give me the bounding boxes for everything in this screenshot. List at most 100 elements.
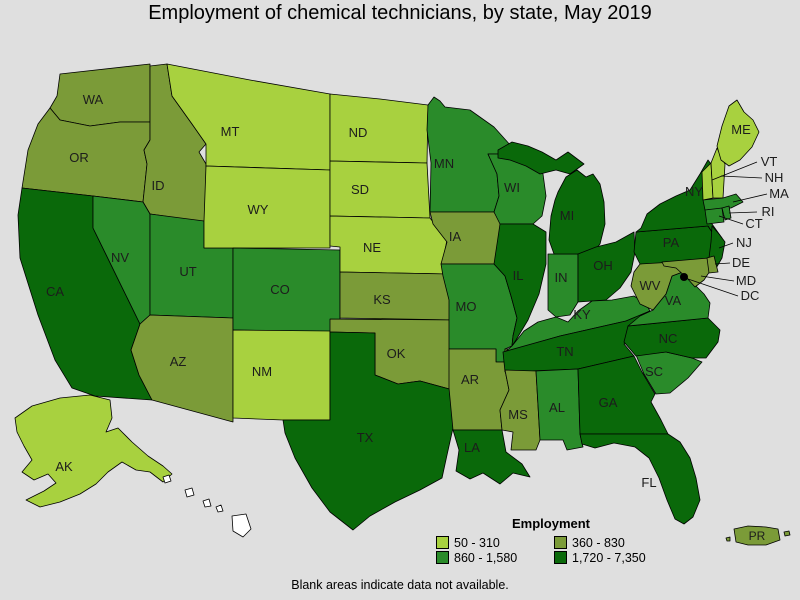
state-label-wi: WI xyxy=(504,180,520,195)
state-mi-upper[interactable] xyxy=(497,141,585,175)
leader-line-nh xyxy=(720,175,763,179)
state-label-al: AL xyxy=(549,400,565,415)
leader-line-md xyxy=(700,275,735,282)
state-label-mi: MI xyxy=(560,208,574,223)
leader-line-nj xyxy=(718,242,734,249)
state-label-il: IL xyxy=(513,268,524,283)
state-ks[interactable] xyxy=(339,271,457,321)
state-la[interactable] xyxy=(452,429,531,485)
legend-swatch-class-1 xyxy=(436,536,449,549)
state-hi[interactable] xyxy=(231,513,252,538)
state-label-sd: SD xyxy=(351,182,369,197)
state-sd[interactable] xyxy=(329,160,431,219)
state-label-pa: PA xyxy=(663,235,680,250)
state-label-tx: TX xyxy=(357,430,374,445)
state-label-me: ME xyxy=(731,122,751,137)
state-label-vt: VT xyxy=(761,154,778,169)
state-label-oh: OH xyxy=(593,258,613,273)
legend-swatch-class-2 xyxy=(554,536,567,549)
state-label-mt: MT xyxy=(221,124,240,139)
state-me[interactable] xyxy=(716,99,760,167)
legend-label-class-2: 360 - 830 xyxy=(572,535,625,550)
state-label-fl: FL xyxy=(641,475,656,490)
state-label-in: IN xyxy=(555,270,568,285)
dc-marker[interactable] xyxy=(680,273,688,281)
state-label-ky: KY xyxy=(573,307,591,322)
state-ri[interactable] xyxy=(721,205,732,221)
state-wy[interactable] xyxy=(203,165,331,249)
legend-item-class-4: 1,720 - 7,350 xyxy=(554,550,686,565)
legend-item-class-2: 360 - 830 xyxy=(554,535,686,550)
pr-islet-east[interactable] xyxy=(783,530,791,537)
legend-label-class-1: 50 - 310 xyxy=(454,535,500,550)
state-label-ut: UT xyxy=(179,264,196,279)
state-label-ia: IA xyxy=(449,229,462,244)
state-label-ct: CT xyxy=(745,216,762,231)
state-label-nh: NH xyxy=(765,170,784,185)
legend-label-class-3: 860 - 1,580 xyxy=(454,550,518,565)
state-label-ne: NE xyxy=(363,240,381,255)
state-label-pr: PR xyxy=(749,529,766,543)
state-label-nm: NM xyxy=(252,364,272,379)
state-label-va: VA xyxy=(665,293,682,308)
state-hi[interactable] xyxy=(162,474,172,484)
leader-line-ma xyxy=(732,193,768,203)
state-label-id: ID xyxy=(152,178,165,193)
state-label-mo: MO xyxy=(456,299,477,314)
state-fl[interactable] xyxy=(579,433,701,525)
state-hi[interactable] xyxy=(202,498,212,508)
state-label-az: AZ xyxy=(170,354,187,369)
map-legend: Employment 50 - 310 360 - 830 860 - 1,58… xyxy=(436,516,686,565)
state-mi[interactable] xyxy=(548,169,606,255)
state-hi[interactable] xyxy=(215,504,224,513)
state-hi[interactable] xyxy=(184,487,195,498)
state-label-mn: MN xyxy=(434,156,454,171)
state-tx[interactable] xyxy=(282,331,454,531)
legend-item-class-3: 860 - 1,580 xyxy=(436,550,554,565)
state-label-ca: CA xyxy=(46,284,64,299)
state-label-md: MD xyxy=(736,273,756,288)
state-label-wa: WA xyxy=(83,92,104,107)
legend-title: Employment xyxy=(511,516,590,531)
leader-line-dc xyxy=(687,278,739,297)
state-ak[interactable] xyxy=(14,394,173,508)
leader-line-vt xyxy=(711,161,758,181)
state-label-ri: RI xyxy=(762,204,775,219)
state-label-tn: TN xyxy=(556,344,573,359)
state-nc[interactable] xyxy=(623,317,721,359)
leader-line-ri xyxy=(728,211,758,214)
state-label-nd: ND xyxy=(349,125,368,140)
state-label-nv: NV xyxy=(111,250,129,265)
state-label-or: OR xyxy=(69,150,89,165)
state-nm[interactable] xyxy=(232,329,331,421)
no-data-note: Blank areas indicate data not available. xyxy=(291,578,509,592)
state-label-nc: NC xyxy=(659,331,678,346)
state-label-de: DE xyxy=(732,255,750,270)
legend-label-class-4: 1,720 - 7,350 xyxy=(572,550,646,565)
state-label-co: CO xyxy=(270,282,290,297)
pr-islet-west[interactable] xyxy=(725,536,731,542)
state-label-dc: DC xyxy=(741,288,760,303)
state-label-ak: AK xyxy=(55,459,73,474)
state-ct[interactable] xyxy=(704,207,725,225)
legend-item-class-1: 50 - 310 xyxy=(436,535,554,550)
state-label-ny: NY xyxy=(685,184,703,199)
state-label-sc: SC xyxy=(645,364,663,379)
state-label-wy: WY xyxy=(248,202,269,217)
state-de[interactable] xyxy=(706,255,719,274)
leader-line-ct xyxy=(718,215,744,225)
state-label-ar: AR xyxy=(461,372,479,387)
page-title: Employment of chemical technicians, by s… xyxy=(148,2,652,24)
state-ne[interactable] xyxy=(329,215,450,275)
state-label-ks: KS xyxy=(373,292,391,307)
state-label-la: LA xyxy=(464,440,480,455)
state-oh[interactable] xyxy=(577,231,636,303)
state-pr[interactable] xyxy=(733,525,781,546)
state-label-ms: MS xyxy=(508,407,528,422)
state-label-ga: GA xyxy=(599,395,618,410)
legend-swatch-class-4 xyxy=(554,551,567,564)
state-label-ma: MA xyxy=(769,186,789,201)
state-nd[interactable] xyxy=(329,93,429,164)
